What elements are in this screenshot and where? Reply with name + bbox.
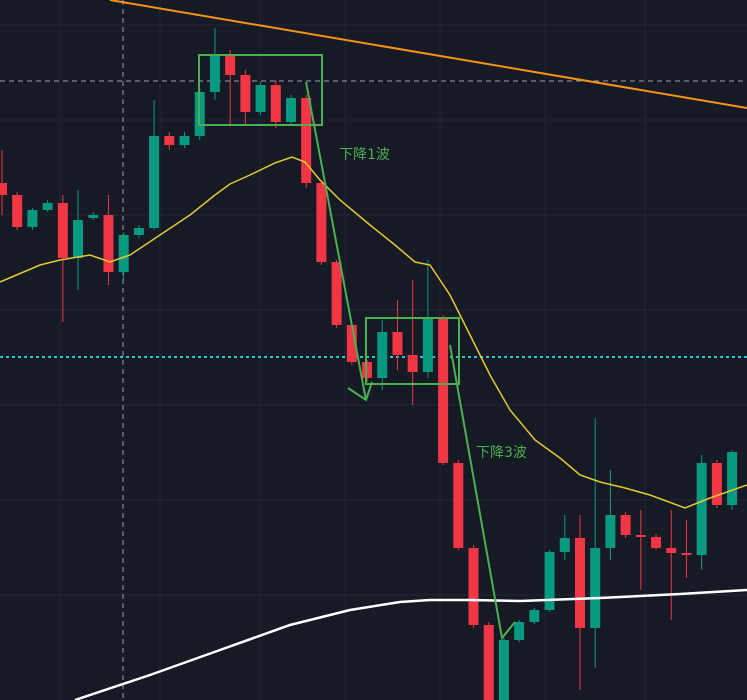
- candle-body: [240, 75, 251, 112]
- candle-body: [514, 622, 525, 640]
- candle-body: [727, 452, 738, 505]
- trend-line: [109, 0, 747, 109]
- candle-body: [73, 220, 84, 258]
- candle-body: [559, 538, 570, 552]
- candle-body: [285, 98, 296, 122]
- candle-body: [133, 228, 144, 235]
- candle-body: [574, 538, 585, 628]
- candle-body: [27, 210, 38, 227]
- candle-body: [453, 463, 464, 548]
- candle-body: [407, 355, 418, 372]
- candle-body: [377, 332, 388, 378]
- drawings: [198, 54, 516, 641]
- candle-body: [681, 553, 692, 555]
- ma-short: [0, 156, 747, 509]
- annotation: 下降3波: [476, 445, 527, 461]
- candle-body: [590, 548, 601, 628]
- candle-body: [88, 215, 99, 218]
- candle-body: [164, 136, 175, 145]
- candle-body: [0, 183, 7, 195]
- candle-body: [438, 318, 449, 463]
- candle-body: [711, 463, 722, 505]
- candle-body: [696, 463, 707, 555]
- candle-body: [651, 537, 662, 548]
- candle-body: [529, 610, 540, 622]
- candle-body: [57, 203, 68, 258]
- candle-body: [620, 515, 631, 535]
- ma-long: [74, 588, 747, 700]
- candle-body: [468, 548, 479, 625]
- candle-body: [225, 55, 236, 75]
- candle-body: [118, 235, 129, 272]
- candle-body: [422, 318, 433, 372]
- candle-body: [544, 552, 555, 610]
- candle-body: [301, 98, 312, 183]
- candle-body: [316, 183, 327, 262]
- candle-body: [12, 195, 23, 227]
- candle-body: [392, 332, 403, 355]
- candles: [0, 28, 738, 700]
- candle-body: [331, 262, 342, 325]
- candle-body: [483, 625, 494, 700]
- candle-body: [270, 85, 281, 122]
- candle-body: [635, 535, 646, 537]
- candle-body: [103, 215, 114, 272]
- candle-body: [179, 136, 190, 145]
- candle-body: [149, 136, 160, 228]
- candle-body: [362, 362, 373, 378]
- candle-body: [209, 55, 220, 92]
- candle-body: [42, 203, 53, 210]
- candle-body: [498, 640, 509, 700]
- candle-body: [605, 515, 616, 548]
- candle-body: [666, 548, 677, 553]
- annotation: 下降1波: [339, 147, 390, 163]
- candle-body: [346, 325, 357, 362]
- candle-body: [255, 85, 266, 112]
